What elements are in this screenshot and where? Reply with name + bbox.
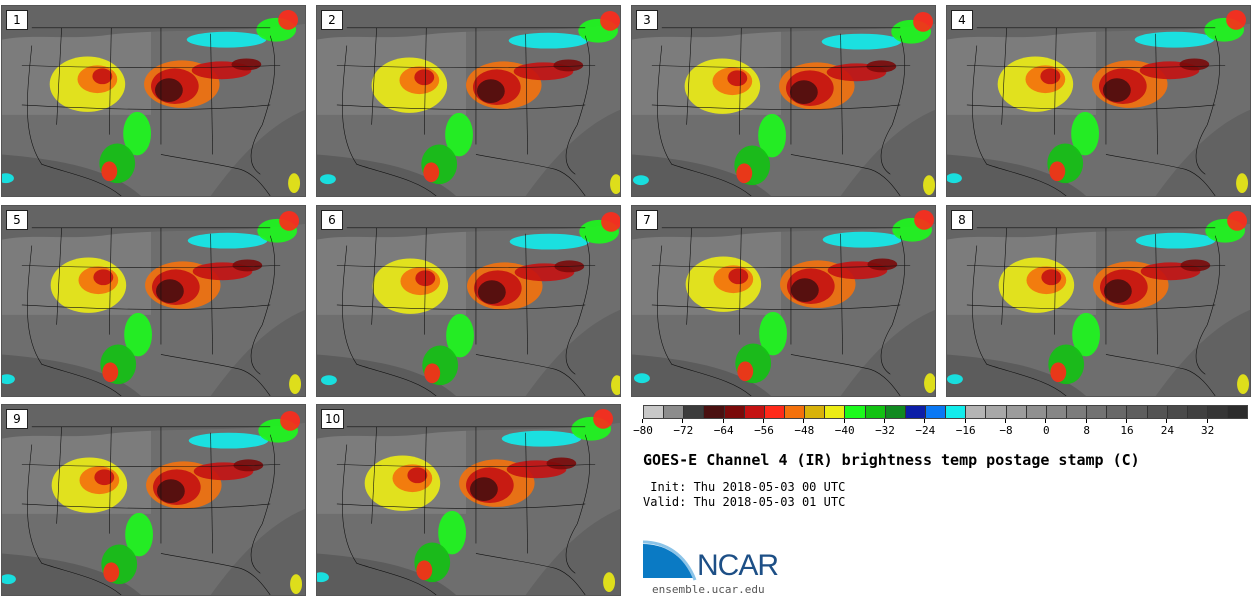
satellite-map xyxy=(317,206,620,396)
colorbar-cell xyxy=(1107,406,1128,418)
panel-number: 4 xyxy=(951,10,973,30)
colorbar-tick-label: −16 xyxy=(946,419,986,437)
colorbar-cell xyxy=(1066,406,1088,418)
colorbar-cell xyxy=(684,406,705,418)
map-panel: 8 xyxy=(946,205,1251,397)
colorbar-cell xyxy=(805,406,826,418)
satellite-map xyxy=(2,405,305,595)
map-panel: 10 xyxy=(316,404,621,596)
panel-number: 1 xyxy=(6,10,28,30)
colorbar-cell xyxy=(784,406,806,418)
panel-number: 7 xyxy=(636,210,658,230)
colorbar-tick-label: 24 xyxy=(1147,419,1187,437)
colorbar xyxy=(643,405,1248,419)
colorbar-ticks: −80 −72 −64 −56 −48 −40 −32 −24 −16 −8 0 8 16 24 32 xyxy=(633,419,1248,441)
colorbar-cell xyxy=(724,406,745,418)
colorbar-cell xyxy=(1167,406,1188,418)
colorbar-cell xyxy=(1046,406,1067,418)
panel-number: 3 xyxy=(636,10,658,30)
colorbar-tick-label: 8 xyxy=(1067,419,1107,437)
ncar-logo xyxy=(643,540,697,581)
panel-number: 10 xyxy=(321,409,345,429)
colorbar-tick-label: −48 xyxy=(784,419,824,437)
panel-number: 8 xyxy=(951,210,973,230)
colorbar-cell xyxy=(1207,406,1229,418)
colorbar-cell xyxy=(885,406,906,418)
colorbar-cell xyxy=(1187,406,1208,418)
valid-time: Valid: Thu 2018-05-03 01 UTC xyxy=(643,495,846,509)
map-panel: 5 xyxy=(1,205,306,397)
website-url: ensemble.ucar.edu xyxy=(652,583,765,596)
colorbar-cell xyxy=(704,406,725,418)
colorbar-cell xyxy=(925,406,947,418)
colorbar-cell xyxy=(1026,406,1047,418)
colorbar-tick-label: 16 xyxy=(1107,419,1147,437)
panel-number: 9 xyxy=(6,409,28,429)
colorbar-tick-label: 0 xyxy=(1026,419,1066,437)
colorbar-tick-label: −24 xyxy=(905,419,945,437)
colorbar-cell xyxy=(744,406,765,418)
satellite-map xyxy=(947,6,1250,196)
colorbar-tick-label: −56 xyxy=(744,419,784,437)
colorbar-tick-label: −32 xyxy=(865,419,905,437)
colorbar-cell xyxy=(764,406,785,418)
colorbar-cell xyxy=(905,406,926,418)
map-panel: 4 xyxy=(946,5,1251,197)
panel-number: 5 xyxy=(6,210,28,230)
colorbar-tick-label: −64 xyxy=(704,419,744,437)
colorbar-cell xyxy=(1087,406,1108,418)
colorbar-cell xyxy=(644,406,665,418)
satellite-map xyxy=(317,6,620,196)
map-panel: 9 xyxy=(1,404,306,596)
ncar-swoosh-icon xyxy=(643,544,693,578)
init-time: Init: Thu 2018-05-03 00 UTC xyxy=(643,480,846,494)
colorbar-cell xyxy=(664,406,685,418)
colorbar-cell xyxy=(1127,406,1148,418)
colorbar-cell xyxy=(1228,406,1248,418)
colorbar-tick-label: −8 xyxy=(986,419,1026,437)
panel-number: 2 xyxy=(321,10,343,30)
colorbar-cell xyxy=(825,406,846,418)
ncar-logo-text: NCAR xyxy=(697,549,779,582)
satellite-map xyxy=(632,206,935,396)
map-panel: 7 xyxy=(631,205,936,397)
colorbar-tick-label: −40 xyxy=(825,419,865,437)
colorbar-cell xyxy=(966,406,987,418)
satellite-map xyxy=(2,6,305,196)
map-panel: 3 xyxy=(631,5,936,197)
panel-number: 6 xyxy=(321,210,343,230)
satellite-map xyxy=(632,6,935,196)
map-panel: 2 xyxy=(316,5,621,197)
colorbar-tick-label: 32 xyxy=(1188,419,1228,437)
map-panel: 6 xyxy=(316,205,621,397)
colorbar-cell xyxy=(845,406,866,418)
colorbar-cell xyxy=(1147,406,1168,418)
satellite-map xyxy=(947,206,1250,396)
colorbar-tick-label: −72 xyxy=(663,419,703,437)
colorbar-tick-label: −80 xyxy=(623,419,663,437)
colorbar-cell xyxy=(986,406,1007,418)
colorbar-cell xyxy=(865,406,886,418)
figure-title: GOES-E Channel 4 (IR) brightness temp po… xyxy=(643,451,1140,469)
colorbar-cell xyxy=(946,406,967,418)
colorbar-cell xyxy=(1006,406,1027,418)
satellite-map xyxy=(2,206,305,396)
map-panel: 1 xyxy=(1,5,306,197)
satellite-map xyxy=(317,405,620,595)
